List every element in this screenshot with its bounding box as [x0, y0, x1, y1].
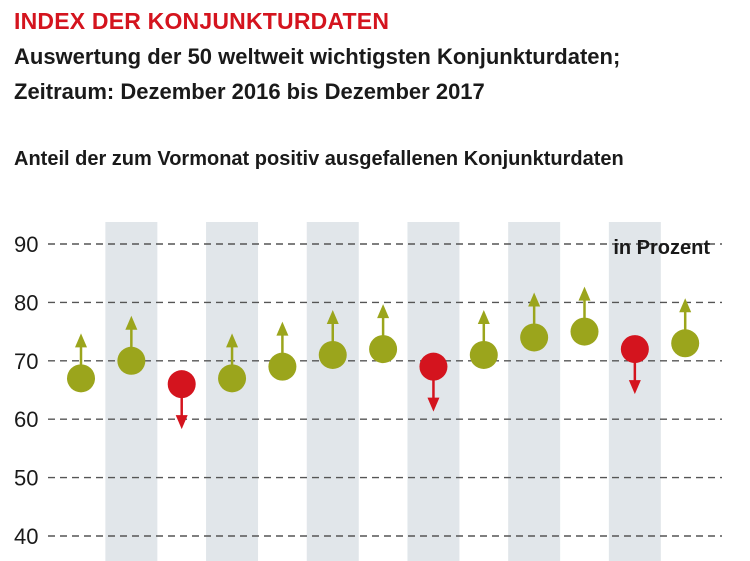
- chart-caption: Anteil der zum Vormonat positiv ausgefal…: [14, 148, 624, 170]
- arrow-up-icon: [578, 286, 591, 301]
- data-point-1: [117, 315, 146, 375]
- data-marker: [671, 329, 700, 358]
- data-marker: [570, 317, 599, 346]
- data-point-9: [520, 292, 549, 352]
- unit-label: in Prozent: [613, 237, 710, 259]
- arrow-up-icon: [377, 304, 390, 319]
- arrow-up-icon: [226, 333, 239, 348]
- band-1: [105, 222, 158, 561]
- data-point-3: [218, 333, 247, 393]
- data-marker: [419, 352, 448, 381]
- y-tick-label: 60: [14, 407, 38, 432]
- chart-subtitle-line1: Auswertung der 50 weltweit wichtigsten K…: [14, 44, 621, 69]
- y-tick-label: 80: [14, 290, 38, 315]
- data-point-4: [268, 321, 297, 381]
- data-marker: [67, 364, 95, 393]
- data-point-0: [67, 333, 95, 393]
- data-marker: [167, 370, 196, 399]
- data-marker: [117, 346, 146, 375]
- data-point-10: [570, 286, 599, 346]
- data-point-5: [318, 309, 347, 369]
- y-tick-label: 90: [14, 232, 38, 257]
- data-marker: [268, 352, 297, 381]
- y-tick-label: 40: [14, 524, 38, 549]
- data-marker: [469, 340, 498, 369]
- arrow-up-icon: [125, 315, 138, 330]
- data-marker: [520, 323, 549, 352]
- data-point-7: [419, 352, 448, 412]
- data-point-8: [469, 309, 498, 369]
- arrow-down-icon: [427, 397, 440, 412]
- arrow-up-icon: [528, 292, 541, 307]
- data-point-6: [369, 304, 398, 364]
- chart-title: INDEX DER KONJUNKTURDATEN: [14, 8, 390, 34]
- data-marker: [218, 364, 247, 393]
- data-point-2: [167, 370, 196, 430]
- y-tick-label: 50: [14, 466, 38, 491]
- band-5: [306, 222, 359, 561]
- arrow-down-icon: [175, 415, 188, 430]
- arrow-up-icon: [326, 309, 339, 324]
- chart-subtitle-line2: Zeitraum: Dezember 2016 bis Dezember 201…: [14, 79, 485, 104]
- data-point-12: [671, 298, 700, 358]
- data-marker: [620, 335, 649, 364]
- band-9: [508, 222, 561, 561]
- arrow-up-icon: [679, 298, 692, 313]
- arrow-up-icon: [276, 321, 289, 336]
- y-tick-label: 70: [14, 349, 38, 374]
- data-marker: [318, 340, 347, 369]
- arrow-up-icon: [75, 333, 87, 348]
- arrow-up-icon: [477, 309, 490, 324]
- data-point-11: [620, 335, 649, 395]
- arrow-down-icon: [628, 380, 641, 395]
- data-marker: [369, 335, 398, 364]
